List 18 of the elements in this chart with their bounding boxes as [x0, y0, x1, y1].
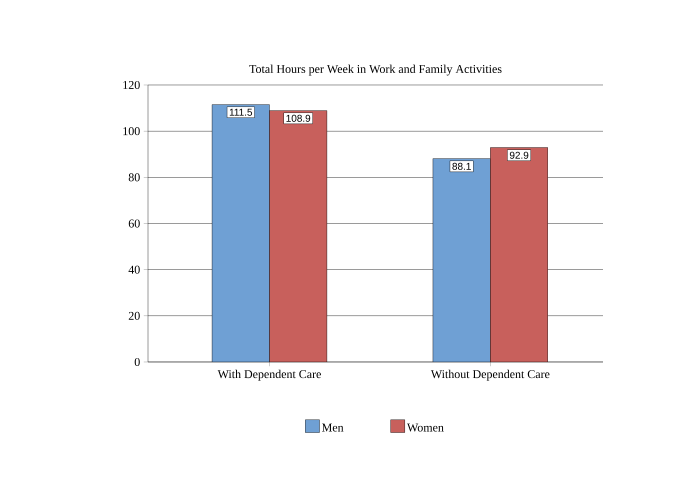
y-tick-label: 80	[128, 173, 140, 182]
y-tick-label: 40	[128, 266, 140, 274]
data-label: 108.9	[286, 114, 310, 122]
data-label: 88.1	[452, 162, 471, 170]
legend-label: Men	[322, 424, 344, 432]
y-tick-label: 120	[123, 80, 140, 90]
legend-label: Women	[407, 424, 444, 432]
bar	[432, 158, 491, 362]
y-tick-label: 60	[128, 219, 140, 228]
y-tick-label: 0	[134, 358, 140, 366]
x-tick-label: With Dependent Care	[218, 370, 321, 381]
chart-title: Total Hours per Week in Work and Family Activities	[249, 64, 502, 76]
y-tick-label: 100	[123, 127, 140, 136]
y-tick-label: 20	[128, 312, 140, 320]
bar	[212, 104, 270, 362]
x-tick-label: Without Dependent Care	[430, 370, 550, 381]
data-label: 92.9	[510, 152, 528, 159]
data-label: 111.5	[230, 108, 252, 116]
